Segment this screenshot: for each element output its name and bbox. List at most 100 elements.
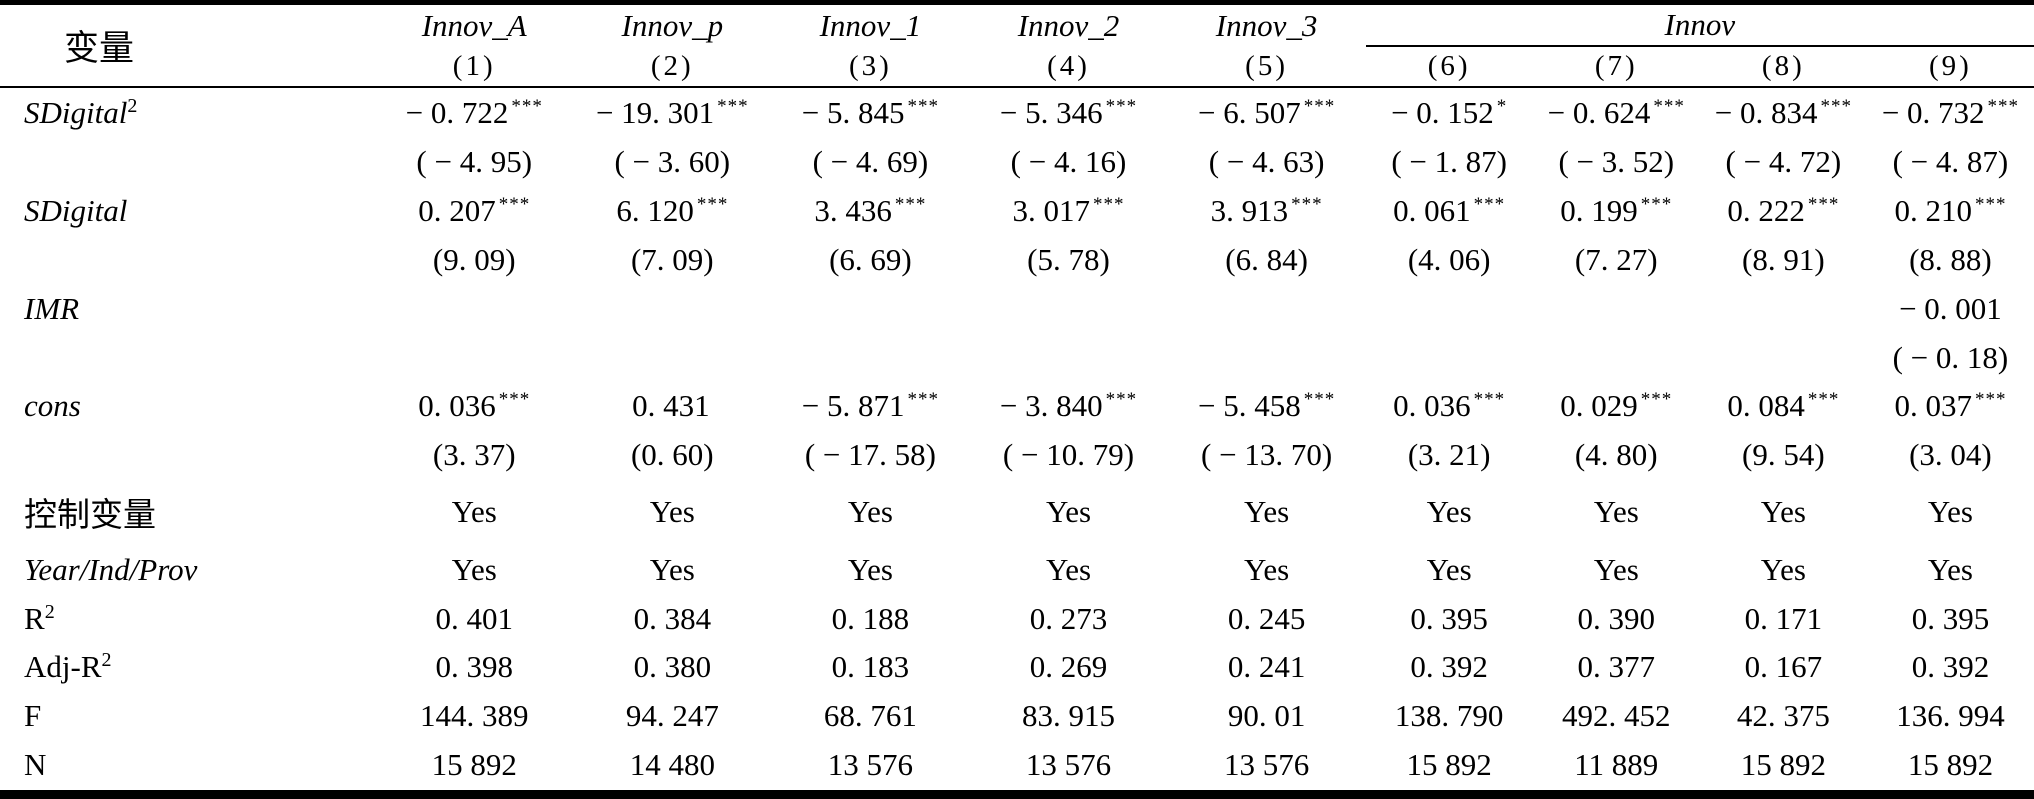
cell: (7. 09) xyxy=(630,241,714,277)
row-label xyxy=(0,431,375,480)
row-sdigital-coef: SDigital 0. 207 *** 6. 120 *** 3. 436 *** 3… xyxy=(0,186,2034,235)
header-row-depvars: 变量 Innov_A Innov_p Innov_1 Innov_2 Innov… xyxy=(0,5,2034,68)
row-label xyxy=(0,235,375,284)
row-f-stat: F 144. 389 94. 247 68. 761 83. 915 90. 0… xyxy=(0,692,2034,741)
cell: Yes xyxy=(451,551,497,587)
cell-sig: *** xyxy=(1640,193,1673,215)
header-innov-group: Innov xyxy=(1365,5,2034,47)
row-sdigital2-tstat: ( − 4. 95) ( − 3. 60) ( − 4. 69) ( − 4. … xyxy=(0,137,2034,186)
cell: − 19. 301 *** xyxy=(573,87,771,137)
row-label-text: SDigital xyxy=(24,94,128,130)
colnum-4: (4) xyxy=(1047,49,1090,82)
cell: (9. 09) xyxy=(432,241,516,277)
colnum-1: (1) xyxy=(452,49,496,82)
cell-value: 3. 017 xyxy=(1012,192,1091,228)
colnum-5: (5) xyxy=(1245,49,1288,82)
row-label: R2 xyxy=(0,594,375,643)
row-n-obs: N 15 892 14 480 13 576 13 576 13 576 15 … xyxy=(0,741,2034,790)
cell: 0. 210 *** xyxy=(1867,186,2034,235)
cell-value: − 0. 152 xyxy=(1391,94,1494,130)
cell-sig: *** xyxy=(717,95,749,117)
cell: − 0. 624 *** xyxy=(1533,87,1700,137)
cell: 13 576 xyxy=(1025,747,1112,783)
cell xyxy=(573,333,771,382)
cell xyxy=(1700,284,1867,333)
row-sdigital-tstat: (9. 09) (7. 09) (6. 69) (5. 78) (6. 84) … xyxy=(0,235,2034,284)
cell: 42. 375 xyxy=(1736,698,1830,734)
row-cons-tstat: (3. 37) (0. 60) ( − 17. 58) ( − 10. 79) … xyxy=(0,431,2034,480)
cell: 0. 392 xyxy=(1410,649,1488,685)
row-label: SDigital xyxy=(24,192,128,228)
row-imr-tstat: ( − 0. 18) xyxy=(0,333,2034,382)
cell-sig: *** xyxy=(1653,95,1685,117)
cell-value: − 5. 458 xyxy=(1197,388,1301,424)
cell: 0. 084 *** xyxy=(1700,382,1867,431)
cell xyxy=(1366,333,1533,382)
cell-sig: *** xyxy=(894,193,927,215)
cell: 0. 377 xyxy=(1577,649,1656,685)
cell: ( − 1. 87) xyxy=(1391,143,1507,179)
cell: Yes xyxy=(1760,494,1806,530)
header-row-colnums: (1) (2) (3) (4) (5) (6) (7) (8) (9) xyxy=(0,46,2034,87)
cell-sig: *** xyxy=(1093,193,1125,215)
cell: (4. 06) xyxy=(1407,241,1491,277)
cell-sig: *** xyxy=(498,193,531,215)
cell-sig: *** xyxy=(1820,95,1852,117)
cell: Yes xyxy=(649,551,695,587)
cell: Yes xyxy=(1426,494,1472,530)
cell-value: 0. 431 xyxy=(632,388,710,424)
cell-sig: *** xyxy=(907,389,940,411)
colnum-8: (8) xyxy=(1761,50,1805,82)
cell-value: 0. 036 xyxy=(1393,388,1471,424)
regression-table: 变量 Innov_A Innov_p Innov_1 Innov_2 Innov… xyxy=(0,5,2034,790)
cell: 3. 913 *** xyxy=(1168,186,1366,235)
row-label-sup: 2 xyxy=(101,649,112,672)
cell-sig: *** xyxy=(907,95,940,117)
row-label-text: Adj-R xyxy=(24,649,102,685)
cell: (4. 80) xyxy=(1574,437,1658,473)
cell: 0. 380 xyxy=(633,649,712,685)
row-label: cons xyxy=(24,388,81,424)
cell-value: 3. 913 xyxy=(1210,192,1289,228)
row-label: N xyxy=(24,747,47,783)
cell xyxy=(969,333,1167,382)
row-label: Adj-R2 xyxy=(0,643,375,692)
cell: (6. 84) xyxy=(1225,241,1308,277)
row-imr-coef: IMR − 0. 001 xyxy=(0,284,2034,333)
cell: 0. 431 xyxy=(573,382,771,431)
cell: Yes xyxy=(847,551,893,587)
cell-value: 3. 436 xyxy=(814,192,892,228)
cell-sig: *** xyxy=(1807,389,1840,411)
cell: 15 892 xyxy=(431,747,517,783)
cell: 0. 167 xyxy=(1744,649,1823,685)
cell: ( − 4. 16) xyxy=(1010,143,1127,179)
cell: (3. 04) xyxy=(1909,437,1992,473)
cell: 0. 037 *** xyxy=(1867,382,2034,431)
cell: − 0. 722 *** xyxy=(375,87,573,137)
colnum-7: (7) xyxy=(1594,50,1638,82)
cell: ( − 10. 79) xyxy=(1002,437,1135,473)
cell: Yes xyxy=(1593,494,1639,530)
cell: (5. 78) xyxy=(1027,241,1110,277)
cell-value: − 5. 871 xyxy=(801,388,905,424)
cell-value: − 0. 834 xyxy=(1714,94,1818,130)
cell: 492. 452 xyxy=(1562,698,1671,734)
cell: Yes xyxy=(1045,551,1092,587)
cell: 136. 994 xyxy=(1896,698,2005,734)
cell-value: − 5. 845 xyxy=(801,94,905,130)
cell: ( − 4. 87) xyxy=(1892,143,2009,179)
cell: 0. 269 xyxy=(1029,649,1108,685)
cell: (9. 54) xyxy=(1742,437,1825,473)
cell: Yes xyxy=(649,494,695,530)
cell xyxy=(375,333,573,382)
cell xyxy=(1533,284,1700,333)
cell: 68. 761 xyxy=(823,698,917,734)
cell-sig: *** xyxy=(1807,193,1840,215)
cell-value: − 0. 624 xyxy=(1547,94,1651,130)
row-sdigital2-coef: SDigital2 − 0. 722 *** − 19. 301 *** − 5. … xyxy=(0,87,2034,137)
cell: 144. 389 xyxy=(419,698,529,734)
cell: ( − 17. 58) xyxy=(804,437,936,473)
cell-sig: *** xyxy=(1974,193,2007,215)
cell-value: 0. 036 xyxy=(418,388,496,424)
